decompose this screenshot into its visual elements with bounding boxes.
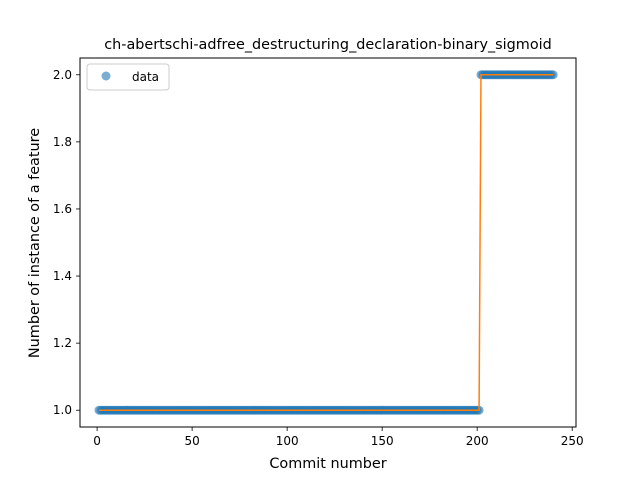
y-tick-label: 2.0	[53, 68, 72, 82]
y-axis-label: Number of instance of a feature	[27, 128, 43, 358]
x-tick-label: 50	[184, 434, 199, 448]
chart-title: ch-abertschi-adfree_destructuring_declar…	[104, 37, 552, 53]
y-tick-label: 1.8	[53, 135, 72, 149]
plot-frame	[79, 57, 577, 428]
x-axis-label: Commit number	[269, 456, 386, 472]
legend-marker-data	[101, 71, 111, 81]
legend-label-data: data	[132, 70, 159, 84]
x-axis-ticks: 0 50 100 150 200 250	[93, 427, 584, 448]
y-axis-ticks: 1.0 1.2 1.4 1.6 1.8 2.0	[53, 68, 80, 417]
y-tick-label: 1.6	[53, 202, 72, 216]
legend-box	[86, 63, 170, 91]
fit-line	[99, 74, 554, 411]
x-tick-label: 150	[371, 434, 394, 448]
y-tick-label: 1.4	[53, 269, 72, 283]
x-tick-label: 100	[276, 434, 299, 448]
y-tick-label: 1.2	[53, 336, 72, 350]
x-tick-label: 0	[93, 434, 101, 448]
legend: data	[86, 63, 170, 91]
x-tick-label: 200	[466, 434, 489, 448]
x-tick-label: 250	[561, 434, 584, 448]
y-tick-label: 1.0	[53, 403, 72, 417]
plot-area	[94, 70, 558, 415]
